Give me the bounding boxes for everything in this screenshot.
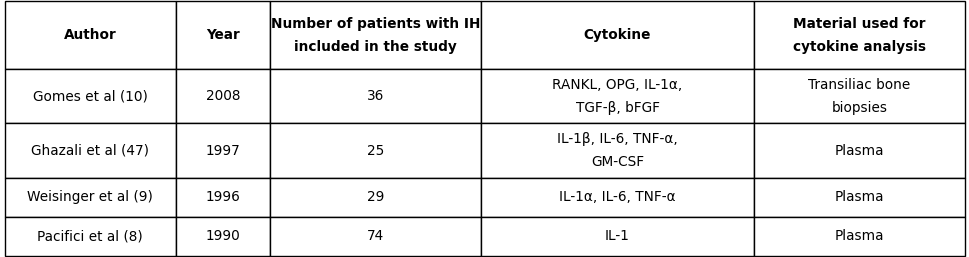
Bar [269, 178, 481, 217]
Text: Transiliac bone
biopsies: Transiliac bone biopsies [807, 78, 910, 115]
Text: Plasma: Plasma [834, 229, 884, 243]
Text: 1996: 1996 [205, 190, 240, 204]
Text: Ghazali et al (47): Ghazali et al (47) [31, 144, 149, 158]
Text: IL-1: IL-1 [605, 229, 629, 243]
Text: Author: Author [64, 28, 116, 42]
Text: 1990: 1990 [205, 229, 240, 243]
Bar [175, 178, 269, 217]
Text: Year: Year [205, 28, 239, 42]
Bar [753, 217, 964, 256]
Bar [481, 217, 753, 256]
Bar [481, 123, 753, 178]
Text: 36: 36 [366, 89, 384, 103]
Bar [481, 178, 753, 217]
Bar [5, 69, 175, 123]
Text: IL-1α, IL-6, TNF-α: IL-1α, IL-6, TNF-α [559, 190, 675, 204]
Bar [269, 217, 481, 256]
Bar [753, 178, 964, 217]
Bar [753, 69, 964, 123]
Text: 29: 29 [366, 190, 384, 204]
Bar [5, 217, 175, 256]
Text: Gomes et al (10): Gomes et al (10) [33, 89, 147, 103]
Bar [269, 69, 481, 123]
Bar [269, 123, 481, 178]
Text: Material used for
cytokine analysis: Material used for cytokine analysis [793, 17, 925, 54]
Text: Plasma: Plasma [834, 144, 884, 158]
Text: IL-1β, IL-6, TNF-α,
GM-CSF: IL-1β, IL-6, TNF-α, GM-CSF [556, 132, 677, 169]
Bar [5, 178, 175, 217]
Bar [5, 123, 175, 178]
Bar [481, 69, 753, 123]
Bar [175, 1, 269, 69]
Text: Plasma: Plasma [834, 190, 884, 204]
Bar [753, 123, 964, 178]
Bar [175, 123, 269, 178]
Text: Cytokine: Cytokine [583, 28, 650, 42]
Text: Pacifici et al (8): Pacifici et al (8) [38, 229, 143, 243]
Text: RANKL, OPG, IL-1α,
TGF-β, bFGF: RANKL, OPG, IL-1α, TGF-β, bFGF [551, 78, 682, 115]
Text: 74: 74 [366, 229, 384, 243]
Text: 25: 25 [366, 144, 384, 158]
Text: 1997: 1997 [205, 144, 240, 158]
Bar [753, 1, 964, 69]
Text: 2008: 2008 [205, 89, 240, 103]
Text: Weisinger et al (9): Weisinger et al (9) [27, 190, 153, 204]
Bar [175, 69, 269, 123]
Bar [269, 1, 481, 69]
Bar [5, 1, 175, 69]
Bar [481, 1, 753, 69]
Bar [175, 217, 269, 256]
Text: Number of patients with IH
included in the study: Number of patients with IH included in t… [270, 17, 480, 54]
